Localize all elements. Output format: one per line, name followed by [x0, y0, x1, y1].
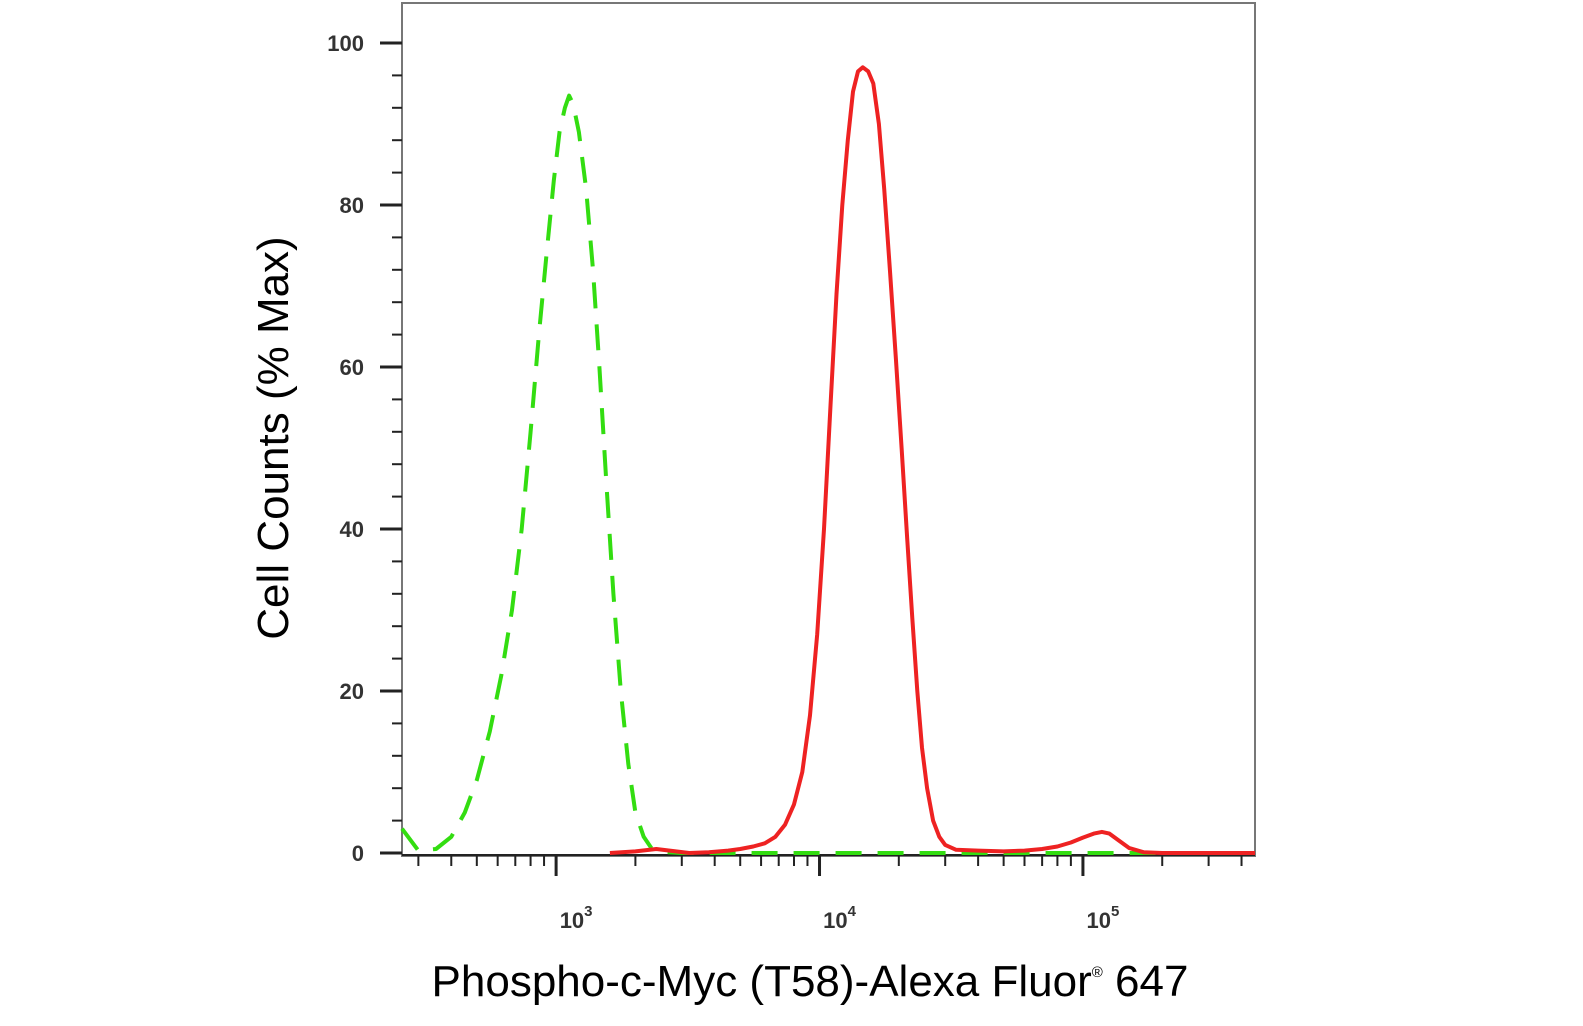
series-layer	[400, 65, 1255, 855]
x-tick-exponent: 5	[1111, 903, 1119, 920]
x-tick-base: 10	[560, 908, 584, 933]
x-axis: 103 104 105	[402, 854, 1255, 933]
series-line-solid	[609, 65, 1255, 855]
x-axis-title-suffix: 647	[1103, 957, 1189, 1006]
y-tick-label: 80	[340, 193, 364, 218]
series-line-dashed	[400, 93, 1255, 855]
x-axis-title-main: Phospho-c-Myc (T58)-Alexa Fluor	[432, 957, 1092, 1006]
y-tick-label: 100	[327, 31, 364, 56]
x-axis-title: Phospho-c-Myc (T58)-Alexa Fluor® 647	[432, 957, 1189, 1006]
y-tick-label: 0	[352, 841, 364, 866]
x-axis-title-registered: ®	[1092, 964, 1103, 981]
x-tick-label: 104	[823, 903, 856, 933]
x-tick-label: 105	[1087, 903, 1120, 933]
x-tick-base: 10	[1087, 908, 1111, 933]
x-tick-base: 10	[823, 908, 847, 933]
x-tick-exponent: 4	[848, 903, 857, 920]
x-tick-label: 103	[560, 903, 593, 933]
y-axis-title: Cell Counts (% Max)	[249, 236, 298, 639]
y-tick-label: 60	[340, 355, 364, 380]
y-tick-label: 40	[340, 517, 364, 542]
y-axis: 0 20 40 60 80 100	[327, 31, 402, 866]
x-tick-exponent: 3	[584, 903, 592, 920]
y-tick-label: 20	[340, 679, 364, 704]
